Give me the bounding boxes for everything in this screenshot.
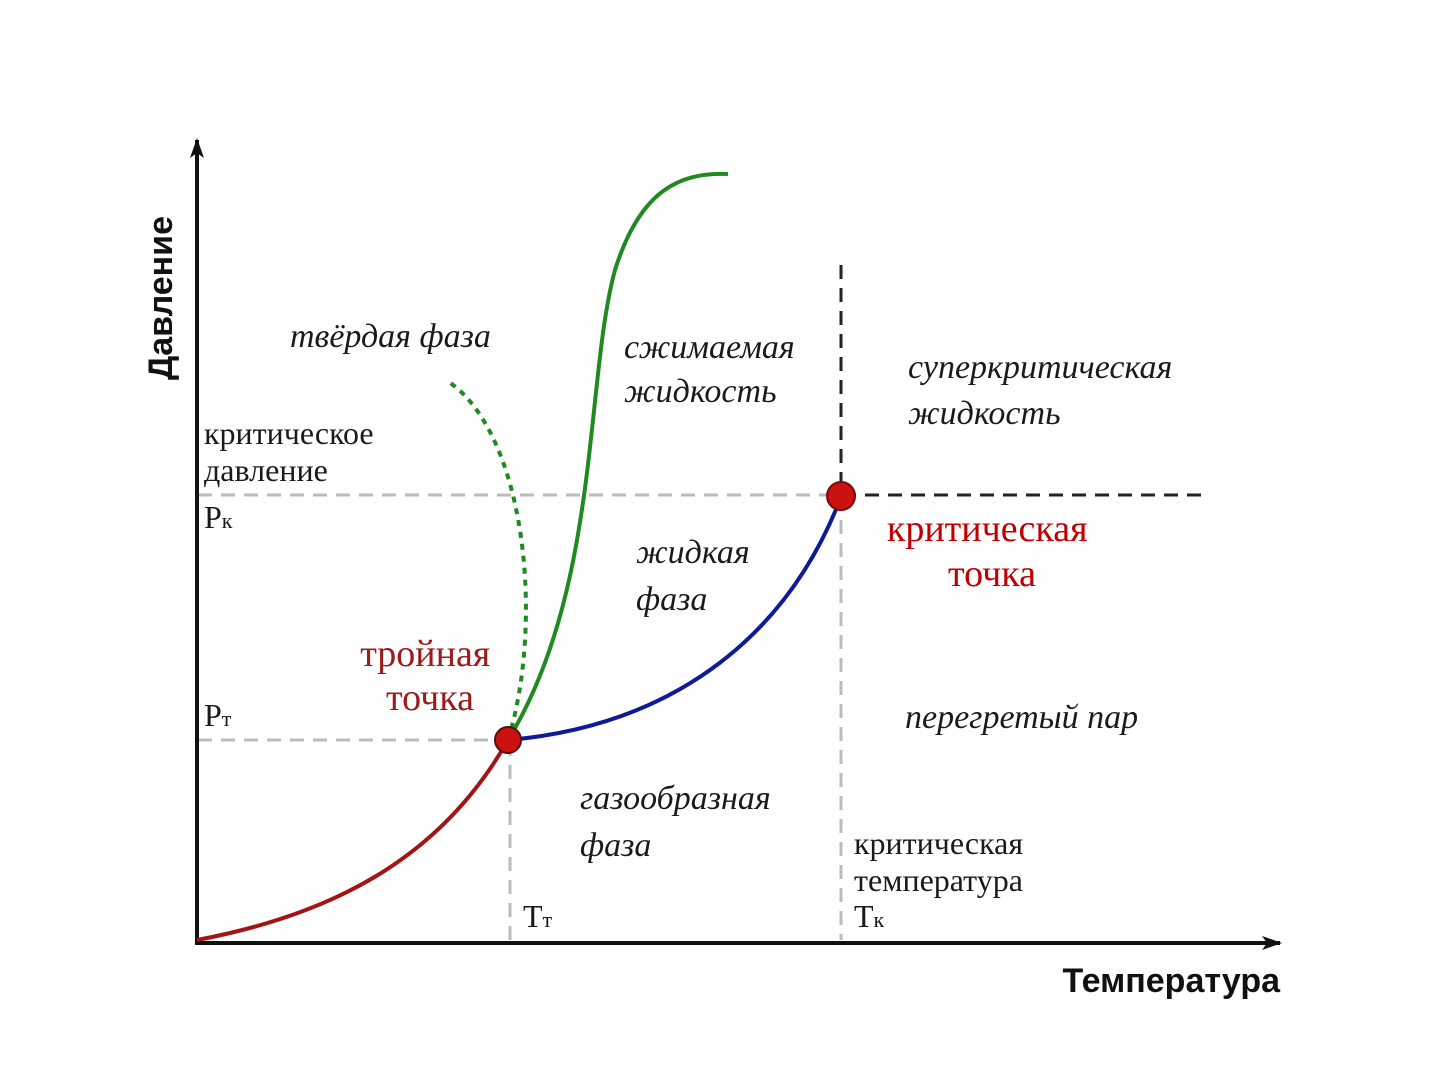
region-compressible-liquid-line2: жидкость [624, 373, 777, 410]
critical-point-line2: точка [948, 553, 1036, 595]
metastable-melting-curve [444, 378, 528, 741]
critical-pressure-symbol: Pк [204, 499, 233, 535]
critical-temperature-label: критическая температура [854, 825, 1031, 898]
region-supercritical: суперкритическая жидкость [908, 349, 1181, 432]
sublimation-curve [196, 739, 510, 942]
region-superheated-vapor: перегретый пар [905, 699, 1138, 736]
triple-point-marker [494, 726, 522, 754]
region-liquid: жидкая фаза [636, 534, 758, 618]
region-liquid-line1: жидкая [636, 534, 750, 571]
vaporization-curve [507, 496, 843, 742]
triple-pressure-symbol: Pт [204, 697, 232, 733]
critical-temperature-line1: критическая [854, 825, 1023, 861]
triple-point-line2: точка [386, 677, 474, 719]
critical-pressure-line1: критическое [204, 415, 374, 451]
region-liquid-line2: фаза [636, 581, 707, 618]
critical-pressure-line2: давление [204, 452, 328, 488]
y-axis-title: Давление [142, 216, 180, 380]
region-supercritical-line1: суперкритическая [908, 349, 1172, 386]
region-gas: газообразная фаза [580, 780, 779, 864]
critical-temperature-symbol: Tк [854, 898, 885, 934]
critical-point-label: критическая точка [887, 508, 1097, 595]
triple-point-line1: тройная [360, 633, 490, 675]
x-axis-title: Температура [1063, 962, 1282, 1000]
region-supercritical-line2: жидкость [908, 395, 1061, 432]
region-gas-line2: фаза [580, 827, 651, 864]
critical-point-marker [826, 481, 856, 511]
melting-curve [506, 171, 729, 742]
region-gas-line1: газообразная [580, 780, 771, 817]
region-compressible-liquid-line1: сжимаемая [624, 329, 795, 366]
triple-point-label: тройная точка [360, 633, 500, 719]
critical-point-line1: критическая [887, 508, 1088, 550]
critical-pressure-label: критическое давление [204, 415, 382, 488]
region-compressible-liquid: сжимаемая жидкость [624, 329, 803, 410]
region-solid: твёрдая фаза [290, 318, 491, 355]
critical-temperature-line2: температура [854, 862, 1023, 898]
triple-temperature-symbol: Tт [523, 898, 553, 934]
